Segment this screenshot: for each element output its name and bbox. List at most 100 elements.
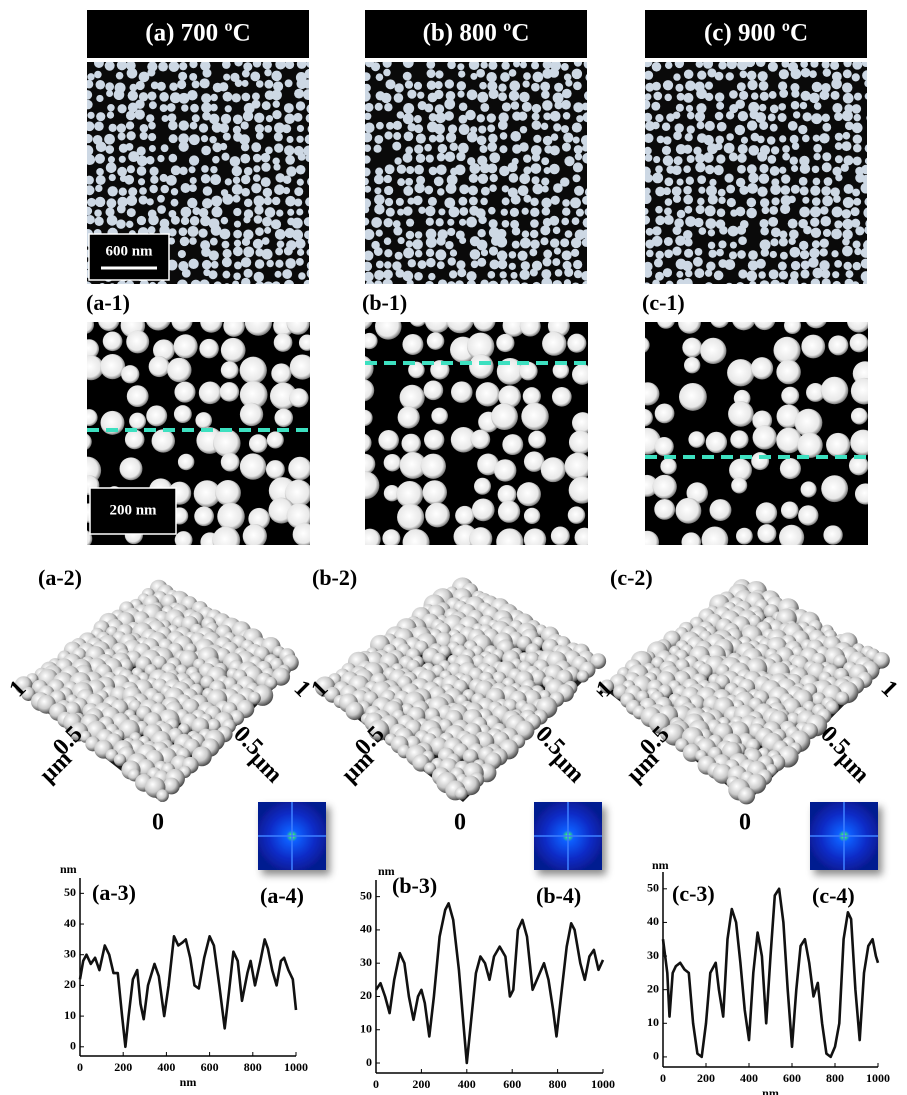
particle: [292, 218, 303, 229]
particle: [386, 208, 395, 217]
particle: [273, 163, 280, 170]
particle: [583, 218, 593, 228]
y-axis-label: nm: [60, 862, 77, 876]
particle: [446, 183, 457, 194]
particle: [264, 227, 271, 234]
particle: [673, 111, 681, 119]
particle: [128, 90, 138, 100]
particle: [200, 78, 210, 88]
x-tick-label: 600: [783, 1071, 801, 1085]
particle: [480, 198, 487, 205]
sphere: [455, 787, 468, 800]
particle: [158, 62, 168, 72]
particle: [266, 115, 273, 122]
particle: [798, 505, 818, 525]
particle: [288, 457, 312, 481]
panel-label: (b-4): [536, 883, 581, 908]
particle: [700, 338, 726, 364]
particle: [779, 89, 788, 98]
particle: [128, 187, 137, 196]
particle: [274, 409, 293, 428]
y-tick-label: 30: [360, 955, 372, 969]
particle: [191, 280, 201, 290]
particle: [573, 81, 582, 90]
particle: [171, 188, 178, 195]
particle: [716, 102, 724, 110]
particle: [664, 94, 671, 101]
particle: [109, 174, 116, 181]
particle: [687, 112, 695, 120]
particle: [655, 165, 663, 173]
particle: [375, 103, 383, 111]
particle: [842, 141, 852, 151]
particle: [371, 62, 380, 71]
particle: [403, 113, 414, 124]
particle: [854, 93, 862, 101]
particle: [518, 185, 529, 196]
particle: [646, 228, 654, 236]
particle: [694, 268, 704, 278]
particle: [842, 246, 853, 257]
particle: [362, 155, 370, 163]
particle: [683, 145, 692, 154]
particle: [456, 152, 465, 161]
particle: [524, 528, 546, 550]
particle: [256, 132, 264, 140]
particle: [273, 101, 280, 108]
particle: [695, 112, 705, 122]
particle: [724, 174, 733, 183]
particle: [219, 229, 230, 240]
particle: [169, 154, 178, 163]
particle: [296, 258, 304, 266]
particle: [781, 174, 790, 183]
particle: [852, 123, 863, 134]
particle: [199, 382, 222, 405]
particle: [465, 110, 475, 120]
particle: [168, 121, 178, 131]
particle: [105, 207, 114, 216]
particle: [187, 90, 198, 101]
particle: [496, 237, 507, 248]
particle: [306, 60, 314, 68]
particle: [760, 92, 769, 101]
particle: [425, 503, 450, 528]
particle: [117, 281, 127, 291]
particle: [212, 526, 240, 554]
header: (c) 900 ºC: [704, 20, 808, 47]
particle: [243, 246, 254, 257]
particle: [800, 60, 808, 68]
particle: [406, 231, 415, 240]
particle: [768, 62, 778, 72]
particle: [708, 195, 718, 205]
particle: [518, 112, 527, 121]
particle: [551, 527, 570, 546]
particle: [272, 110, 281, 119]
particle: [784, 317, 801, 334]
particle: [523, 154, 531, 162]
particle: [646, 250, 654, 258]
particle: [758, 271, 766, 279]
particle: [95, 154, 105, 164]
particle: [753, 425, 777, 449]
particle: [233, 114, 243, 124]
particle: [528, 431, 546, 449]
particle: [285, 60, 294, 69]
particle: [374, 194, 385, 205]
particle: [718, 197, 725, 204]
particle: [793, 111, 800, 118]
particle: [437, 153, 446, 162]
particle: [542, 258, 551, 267]
particle: [696, 205, 705, 214]
particle: [850, 430, 876, 456]
particle: [413, 196, 423, 206]
particle: [189, 134, 200, 145]
particle: [477, 114, 485, 122]
particle: [82, 145, 93, 156]
particle: [654, 258, 663, 267]
particle: [666, 281, 674, 289]
particle: [530, 208, 539, 217]
panel-label: (a-2): [38, 565, 82, 590]
particle: [284, 280, 294, 290]
particle: [450, 249, 457, 256]
particle: [75, 315, 94, 334]
